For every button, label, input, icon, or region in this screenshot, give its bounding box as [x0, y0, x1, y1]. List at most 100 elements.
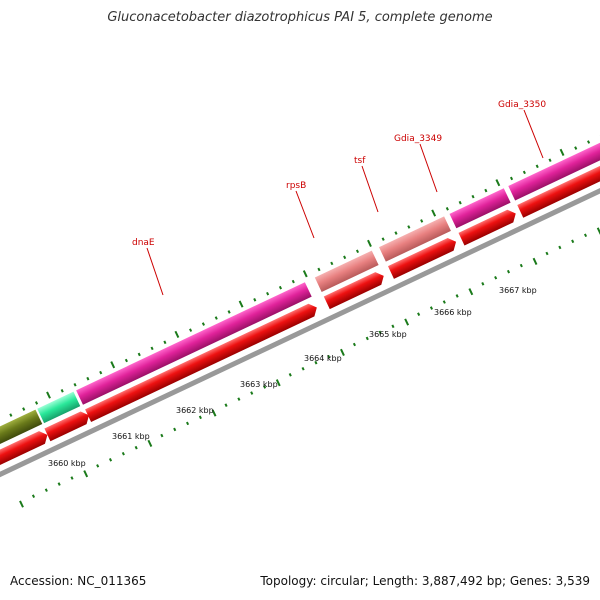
inner-ruler-tick	[211, 409, 217, 417]
outer-ruler-tick	[522, 170, 526, 175]
outer-ruler-tick	[150, 346, 154, 351]
outer-ruler-tick	[343, 255, 347, 260]
outer-ruler-tick	[34, 401, 39, 405]
inner-ruler-tick	[455, 294, 459, 298]
inner-ruler-tick	[596, 227, 600, 235]
inner-ruler-tick	[186, 421, 190, 426]
outer-ruler-tick	[22, 407, 26, 411]
outer-ruler-tick	[355, 249, 360, 254]
outer-ruler-tick	[587, 140, 591, 144]
inner-ruler-tick	[468, 288, 474, 296]
gene-label-tsf: tsf	[354, 156, 366, 166]
inner-ruler-tick	[519, 263, 523, 268]
cds-arrow-4	[323, 272, 384, 310]
ruler-label-3662: 3662 kbp	[176, 406, 214, 415]
outer-ruler-tick	[394, 231, 398, 235]
cds-arrow-1	[0, 431, 48, 482]
inner-ruler-tick	[391, 324, 395, 329]
inner-ruler-tick	[352, 342, 356, 347]
inner-ruler-tick	[44, 488, 48, 492]
outer-ruler-tick	[137, 352, 141, 357]
callout-tsf	[361, 165, 379, 213]
inner-ruler-tick	[57, 482, 61, 486]
outer-ruler-tick	[381, 237, 385, 241]
inner-ruler-tick	[340, 348, 345, 356]
inner-ruler-ticks	[19, 227, 600, 508]
outer-ruler-tick	[266, 291, 270, 296]
inner-ruler-tick	[494, 275, 498, 280]
inner-ruler-tick	[121, 451, 125, 456]
inner-ruler-tick	[237, 397, 241, 401]
cds-arrow-5	[387, 237, 457, 279]
outer-ruler-tick	[214, 316, 218, 320]
inner-ruler-tick	[160, 433, 164, 438]
gene-bar-dnae	[76, 282, 312, 405]
inner-ruler-tick	[198, 415, 202, 420]
outer-ruler-tick	[253, 298, 257, 302]
ruler-label-3667: 3667 kbp	[499, 286, 537, 295]
outer-ruler-tick	[559, 148, 565, 156]
genome-backbone	[0, 153, 600, 500]
ruler-label-3665: 3665 kbp	[369, 330, 407, 339]
inner-ruler-tick	[31, 494, 36, 498]
ruler-label-3661: 3661 kbp	[112, 432, 150, 441]
outer-ruler-tick	[99, 370, 103, 375]
callout-rpsb	[295, 190, 315, 239]
callout-gdia-3350	[523, 109, 544, 159]
genome-summary-text: Topology: circular; Length: 3,887,492 bp…	[260, 574, 590, 588]
gene-bar-gdia-3349	[449, 188, 511, 229]
gene-label-gdia-3350: Gdia_3350	[498, 100, 546, 110]
ruler-label-3666: 3666 kbp	[434, 308, 472, 317]
ruler-label-3664: 3664 kbp	[304, 354, 342, 363]
outer-ruler-ticks	[9, 134, 600, 417]
inner-ruler-tick	[83, 470, 89, 478]
accession-text: Accession: NC_011365	[10, 574, 147, 588]
outer-ruler-tick	[124, 358, 128, 363]
outer-ruler-tick	[431, 209, 437, 217]
outer-ruler-tick	[46, 391, 51, 399]
gene-label-rpsb: rpsB	[286, 181, 306, 191]
cds-arrow-6	[458, 209, 516, 246]
outer-ruler-tick	[86, 376, 90, 381]
inner-ruler-tick	[545, 251, 549, 256]
inner-ruler-tick	[532, 257, 538, 265]
cds-arrow-3	[85, 303, 317, 422]
inner-ruler-tick	[288, 373, 292, 377]
outer-ruler-tick	[201, 322, 205, 326]
outer-ruler-tick	[238, 300, 244, 308]
outer-ruler-tick	[484, 188, 488, 193]
callout-gdia-3349	[419, 143, 438, 193]
outer-ruler-tick	[317, 267, 321, 272]
callout-dnae	[146, 247, 164, 296]
gene-bar-tsf	[379, 216, 451, 262]
inner-ruler-tick	[173, 427, 177, 432]
inner-ruler-tick	[378, 330, 382, 335]
outer-ruler-tick	[458, 200, 462, 205]
gene-label-gdia-3349: Gdia_3349	[394, 134, 442, 144]
inner-ruler-tick	[365, 336, 369, 341]
inner-ruler-tick	[96, 464, 100, 468]
inner-ruler-tick	[571, 239, 575, 244]
inner-ruler-tick	[275, 379, 281, 387]
outer-ruler-tick	[60, 389, 64, 393]
outer-ruler-tick	[495, 179, 501, 187]
map-title: Gluconacetobacter diazotrophicus PAI 5, …	[107, 10, 493, 25]
ruler-label-3663: 3663 kbp	[240, 380, 278, 389]
inner-ruler-tick	[224, 403, 228, 407]
outer-ruler-tick	[73, 382, 77, 387]
inner-ruler-tick	[506, 269, 511, 274]
outer-ruler-tick	[420, 219, 424, 223]
cds-arrow-7	[517, 136, 600, 218]
outer-ruler-tick	[445, 206, 449, 211]
inner-ruler-tick	[147, 439, 153, 447]
inner-ruler-tick	[263, 385, 267, 389]
inner-ruler-tick	[134, 445, 138, 450]
outer-ruler-tick	[574, 146, 578, 150]
gene-bar-rpsb	[314, 250, 379, 292]
outer-ruler-tick	[302, 270, 308, 278]
inner-ruler-tick	[19, 500, 24, 508]
inner-ruler-tick	[327, 354, 331, 359]
inner-ruler-tick	[429, 306, 434, 310]
inner-ruler-tick	[404, 318, 410, 326]
